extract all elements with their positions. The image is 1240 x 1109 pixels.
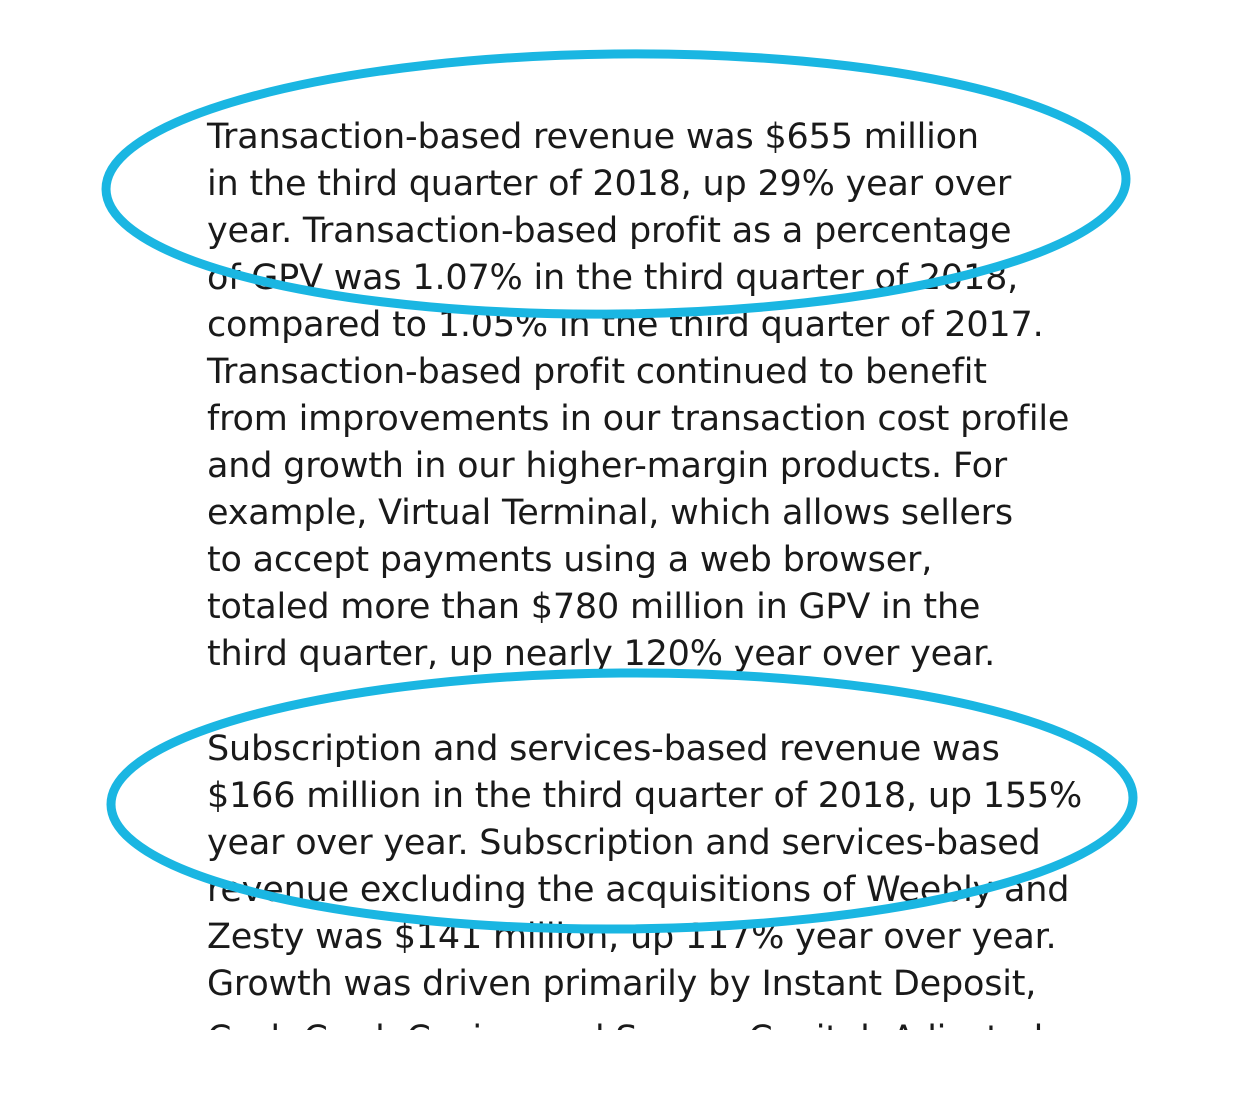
text-line: Transaction-based profit continued to be… xyxy=(207,352,987,392)
text-line: third quarter, up nearly 120% year over … xyxy=(207,634,996,674)
text-line: totaled more than $780 million in GPV in… xyxy=(207,587,981,627)
cut-off-text-line: Cash Card, Caviar, and Square Capital. A… xyxy=(190,1016,1170,1030)
text-line: example, Virtual Terminal, which allows … xyxy=(207,493,1013,533)
text-line: Subscription and services-based revenue … xyxy=(207,729,1000,769)
paragraph-transaction-revenue: Transaction-based revenue was $655 milli… xyxy=(207,114,1069,678)
text-line: Transaction-based revenue was $655 milli… xyxy=(207,117,979,157)
text-line: year over year. Subscription and service… xyxy=(207,823,1041,863)
text-line: and growth in our higher-margin products… xyxy=(207,446,1007,486)
text-line: from improvements in our transaction cos… xyxy=(207,399,1070,439)
text-line: to accept payments using a web browser, xyxy=(207,540,933,580)
text-line: in the third quarter of 2018, up 29% yea… xyxy=(207,164,1012,204)
text-line-partial: Cash Card, Caviar, and Square Capital. A… xyxy=(207,1016,1043,1030)
text-line: revenue excluding the acquisitions of We… xyxy=(207,870,1070,910)
text-line: Zesty was $141 million, up 117% year ove… xyxy=(207,917,1057,957)
text-line: Growth was driven primarily by Instant D… xyxy=(207,964,1037,1004)
text-line: compared to 1.05% in the third quarter o… xyxy=(207,305,1044,345)
text-line: $166 million in the third quarter of 201… xyxy=(207,776,1083,816)
paragraph-subscription-revenue: Subscription and services-based revenue … xyxy=(207,726,1082,1008)
text-line: of GPV was 1.07% in the third quarter of… xyxy=(207,258,1019,298)
text-line: year. Transaction-based profit as a perc… xyxy=(207,211,1012,251)
